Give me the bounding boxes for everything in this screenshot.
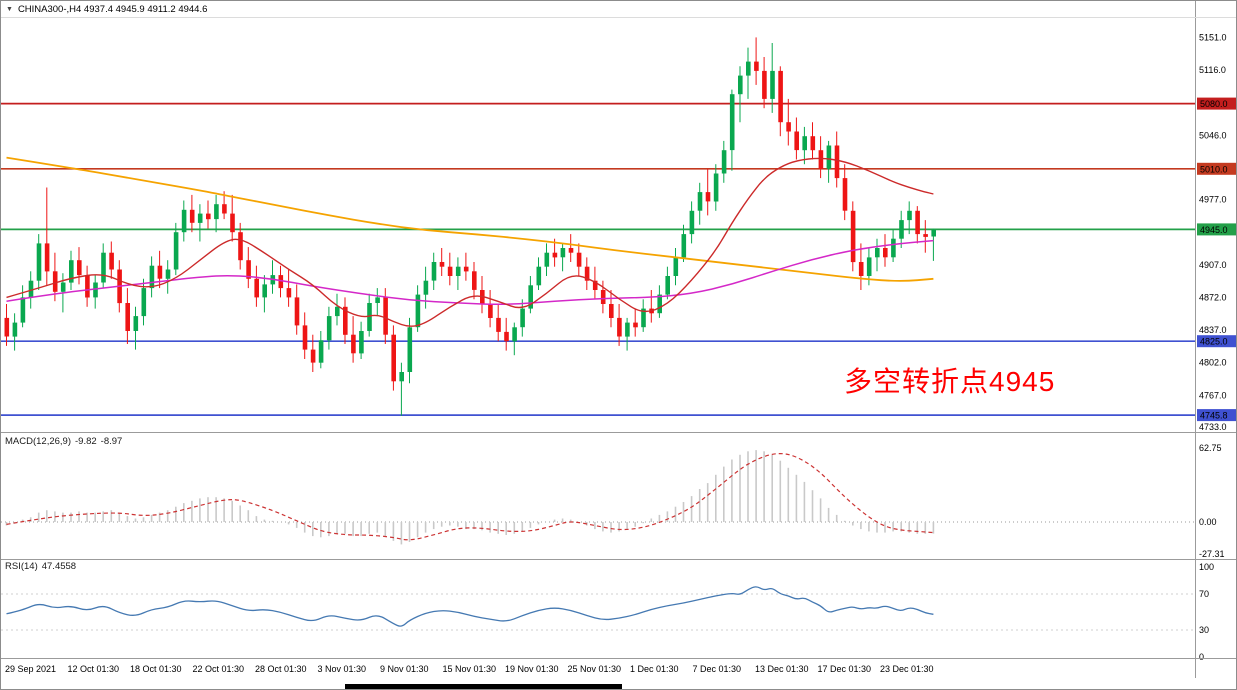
svg-text:4767.0: 4767.0	[1199, 390, 1227, 400]
svg-text:70: 70	[1199, 589, 1209, 599]
svg-text:25 Nov 01:30: 25 Nov 01:30	[568, 664, 622, 674]
time-axis: 29 Sep 2021 12 Oct 01:30 18 Oct 01:30 22 Oc…	[5, 664, 934, 674]
svg-text:4802.0: 4802.0	[1199, 358, 1227, 368]
svg-text:100: 100	[1199, 562, 1214, 572]
svg-text:18 Oct 01:30: 18 Oct 01:30	[130, 664, 182, 674]
svg-text:4977.0: 4977.0	[1199, 195, 1227, 205]
svg-text:4745.8: 4745.8	[1200, 411, 1228, 421]
svg-text:12 Oct 01:30: 12 Oct 01:30	[68, 664, 120, 674]
svg-text:4907.0: 4907.0	[1199, 260, 1227, 270]
svg-text:3 Nov 01:30: 3 Nov 01:30	[318, 664, 367, 674]
rsi-value: 47.4558	[41, 561, 77, 572]
rsi-indicator-label: RSI(14) 47.4558	[5, 561, 80, 572]
svg-text:22 Oct 01:30: 22 Oct 01:30	[193, 664, 245, 674]
ma-medium	[6, 239, 934, 306]
svg-text:62.75: 62.75	[1199, 443, 1222, 453]
svg-text:-27.31: -27.31	[1199, 549, 1225, 559]
svg-text:4733.0: 4733.0	[1199, 422, 1227, 432]
svg-text:15 Nov 01:30: 15 Nov 01:30	[443, 664, 497, 674]
svg-text:0: 0	[1199, 652, 1204, 662]
svg-text:1 Dec 01:30: 1 Dec 01:30	[630, 664, 679, 674]
candles-layer	[4, 37, 936, 416]
svg-text:4837.0: 4837.0	[1199, 325, 1227, 335]
svg-text:5046.0: 5046.0	[1199, 130, 1227, 140]
svg-text:7 Dec 01:30: 7 Dec 01:30	[693, 664, 742, 674]
ma-fast	[6, 157, 934, 327]
ma-slow	[6, 156, 934, 282]
svg-text:5151.0: 5151.0	[1199, 32, 1227, 42]
chart-title: CHINA300-,H4 4937.4 4945.9 4911.2 4944.6	[17, 3, 208, 15]
annotation-text: 多空转折点4945	[844, 366, 1056, 397]
moving-averages-layer	[6, 156, 934, 327]
chart-titlebar: ▼ CHINA300-,H4 4937.4 4945.9 4911.2 4944…	[1, 1, 1236, 18]
macd-value-signal: -8.97	[100, 436, 123, 447]
svg-text:30: 30	[1199, 625, 1209, 635]
svg-text:5116.0: 5116.0	[1199, 65, 1226, 75]
horizontal-scrollbar-thumb[interactable]	[345, 684, 622, 689]
macd-name: MACD(12,26,9)	[5, 436, 71, 447]
svg-text:28 Oct 01:30: 28 Oct 01:30	[255, 664, 307, 674]
rsi-pane: 100 70 30 0	[1, 562, 1214, 662]
macd-value-main: -9.82	[75, 436, 97, 447]
pane-separators	[1, 432, 1236, 659]
macd-pane: 62.75 0.00 -27.31	[1, 443, 1225, 559]
svg-text:23 Dec 01:30: 23 Dec 01:30	[880, 664, 934, 674]
svg-text:4945.0: 4945.0	[1200, 225, 1228, 235]
rsi-name: RSI(14)	[5, 561, 38, 572]
svg-text:9 Nov 01:30: 9 Nov 01:30	[380, 664, 429, 674]
svg-text:5080.0: 5080.0	[1200, 99, 1228, 109]
macd-indicator-label: MACD(12,26,9) -9.82 -8.97	[5, 436, 126, 447]
svg-text:17 Dec 01:30: 17 Dec 01:30	[818, 664, 872, 674]
svg-text:19 Nov 01:30: 19 Nov 01:30	[505, 664, 559, 674]
svg-text:0.00: 0.00	[1199, 517, 1217, 527]
svg-text:29 Sep 2021: 29 Sep 2021	[5, 664, 56, 674]
price-axis: 5151.0 5116.0 5046.0 4977.0 4907.0 4872.0 4837…	[1195, 1, 1236, 678]
collapse-triangle-icon[interactable]: ▼	[6, 5, 13, 13]
svg-text:5010.0: 5010.0	[1200, 164, 1228, 174]
svg-text:4872.0: 4872.0	[1199, 292, 1227, 302]
svg-text:13 Dec 01:30: 13 Dec 01:30	[755, 664, 809, 674]
svg-text:4825.0: 4825.0	[1200, 337, 1228, 347]
